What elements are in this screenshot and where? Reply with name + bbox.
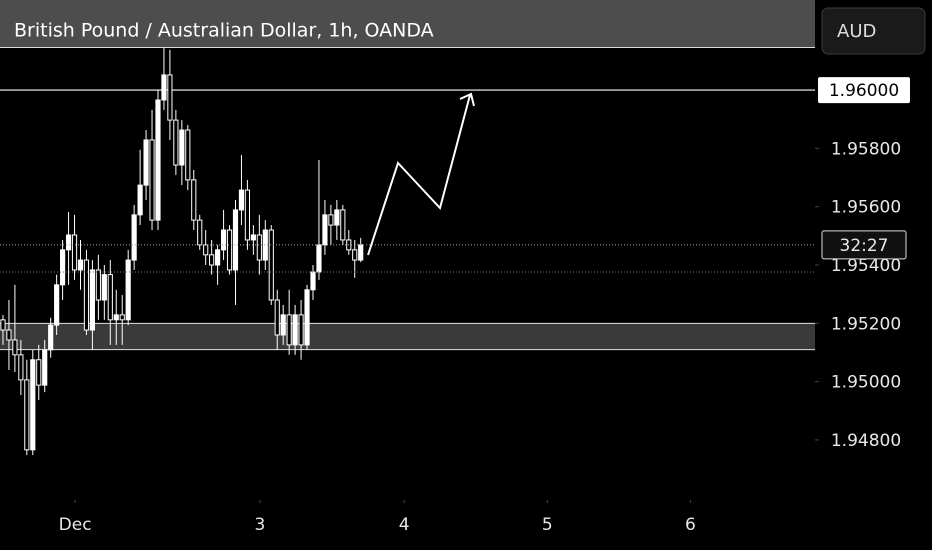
candle-body bbox=[191, 179, 197, 221]
currency-label: AUD bbox=[837, 21, 876, 42]
candle-body bbox=[12, 339, 18, 356]
x-tick-label: 3 bbox=[255, 515, 266, 535]
candle-body bbox=[6, 329, 12, 341]
countdown: 32:27 bbox=[840, 236, 889, 256]
candle-body bbox=[42, 349, 48, 386]
candle-body bbox=[48, 324, 54, 351]
y-tick-label: 1.95200 bbox=[831, 314, 901, 334]
candle-body bbox=[209, 254, 215, 266]
candle-body bbox=[226, 229, 233, 271]
candle-body bbox=[274, 299, 280, 336]
candle-body bbox=[203, 244, 209, 256]
candle-body bbox=[185, 129, 191, 181]
candle-body bbox=[250, 234, 256, 241]
candle-body bbox=[173, 119, 179, 166]
candle-body bbox=[197, 219, 203, 246]
candle-body bbox=[89, 269, 95, 331]
countdown-box bbox=[821, 230, 907, 260]
candle-body bbox=[167, 74, 173, 121]
candle-body bbox=[340, 209, 346, 241]
candle-body bbox=[119, 314, 125, 321]
candle-body bbox=[215, 249, 221, 266]
candle-body bbox=[137, 184, 143, 216]
candle-body bbox=[358, 244, 364, 261]
candle-body bbox=[143, 139, 149, 186]
candle-body bbox=[352, 249, 358, 261]
candle-body bbox=[131, 214, 137, 261]
candle-body bbox=[238, 189, 245, 211]
chart-title: British Pound / Australian Dollar, 1h, O… bbox=[14, 20, 434, 42]
candle-body bbox=[107, 274, 113, 321]
candle-body bbox=[65, 234, 72, 251]
candle-body bbox=[149, 139, 155, 221]
candle-body bbox=[125, 259, 131, 321]
candle-body bbox=[292, 314, 298, 346]
candle-body bbox=[36, 359, 42, 386]
candle-body bbox=[60, 249, 66, 286]
candle-body bbox=[113, 314, 119, 321]
y-tick-label: 1.94800 bbox=[831, 431, 901, 451]
y-tick-label: 1.95000 bbox=[831, 373, 901, 393]
candle-body bbox=[24, 379, 30, 451]
arrow-head bbox=[459, 92, 475, 107]
candle-body bbox=[334, 209, 340, 226]
x-tick-label: 4 bbox=[399, 515, 410, 535]
candle-body bbox=[0, 319, 6, 331]
candle-body bbox=[54, 284, 60, 326]
candle-body bbox=[298, 314, 304, 346]
candle-body bbox=[286, 314, 292, 346]
candle-body bbox=[304, 289, 310, 346]
x-tick-label: 5 bbox=[542, 515, 553, 535]
candle-body bbox=[71, 234, 78, 271]
candle-body bbox=[244, 189, 251, 241]
candle-body bbox=[268, 229, 274, 301]
header-bar bbox=[0, 0, 815, 47]
candle-body bbox=[232, 209, 239, 271]
candle-body bbox=[179, 129, 185, 166]
x-tick-label: 6 bbox=[685, 515, 696, 535]
candle-body bbox=[280, 314, 286, 336]
y-tick-label: 1.95800 bbox=[831, 139, 901, 159]
candle-body bbox=[220, 229, 227, 251]
candle-body bbox=[328, 214, 334, 226]
level-label: 1.96000 bbox=[829, 81, 899, 101]
candle-body bbox=[18, 354, 24, 381]
candle-body bbox=[316, 244, 322, 273]
candle-body bbox=[256, 234, 262, 261]
candle-body bbox=[161, 74, 167, 101]
candle-body bbox=[83, 259, 90, 331]
projection-arrow bbox=[367, 94, 471, 256]
candle-body bbox=[155, 99, 161, 221]
x-tick-label: Dec bbox=[59, 515, 92, 535]
level-label-box bbox=[818, 77, 910, 104]
candle-body bbox=[30, 359, 36, 451]
candle-body bbox=[77, 259, 84, 271]
currency-button[interactable] bbox=[821, 7, 926, 55]
candle-body bbox=[101, 274, 107, 301]
candle-body bbox=[262, 229, 268, 261]
candle-body bbox=[322, 214, 328, 246]
plot bbox=[0, 48, 815, 456]
zone bbox=[0, 323, 815, 350]
y-tick-label: 1.95600 bbox=[831, 198, 901, 218]
candle-body bbox=[310, 271, 316, 291]
candle-body bbox=[95, 269, 101, 301]
y-tick-label: 1.95400 bbox=[831, 256, 901, 276]
